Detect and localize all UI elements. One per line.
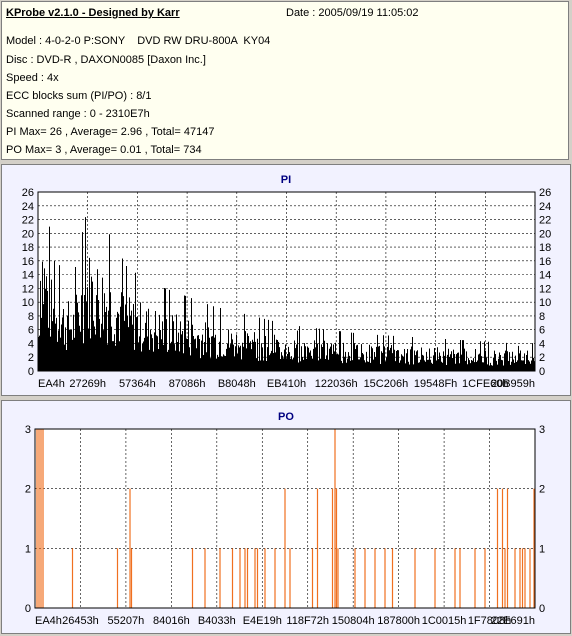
app-title: KProbe v2.1.0 - Designed by Karr bbox=[6, 7, 180, 19]
pi-y-tick-label-right: 12 bbox=[539, 283, 551, 295]
pi-x-tick-label: EB410h bbox=[267, 378, 306, 390]
po-plot-border bbox=[34, 428, 536, 609]
po-y-tick-label-left: 0 bbox=[25, 603, 31, 615]
pi-y-tick-label-right: 16 bbox=[539, 256, 551, 268]
pi-y-tick-label-left: 12 bbox=[22, 283, 34, 295]
pi-y-tick-label-right: 10 bbox=[539, 297, 551, 309]
pi-y-tick-label-left: 14 bbox=[22, 270, 34, 282]
po-y-tick-label-right: 2 bbox=[539, 484, 545, 496]
pi-y-tick-label-right: 22 bbox=[539, 215, 551, 227]
po-y-tick-label-right: 0 bbox=[539, 603, 545, 615]
pi-y-tick-label-left: 6 bbox=[28, 325, 34, 337]
pi-y-tick-label-left: 2 bbox=[28, 352, 34, 364]
po-y-tick-label-right: 3 bbox=[539, 424, 545, 436]
scan-date: Date : 2005/09/19 11:05:02 bbox=[286, 7, 419, 19]
po-x-tick-label: 1C0015h bbox=[422, 615, 467, 627]
pi-x-tick-label: EA4h bbox=[38, 378, 65, 390]
po-chart-title: PO bbox=[278, 411, 294, 423]
pi-y-tick-label-right: 2 bbox=[539, 352, 545, 364]
pi-y-tick-label-right: 14 bbox=[539, 270, 551, 282]
pi-y-tick-label-right: 26 bbox=[539, 187, 551, 199]
pi-y-tick-label-left: 26 bbox=[22, 187, 34, 199]
pi-y-tick-label-left: 4 bbox=[28, 338, 34, 350]
ecc-line: ECC blocks sum (PI/PO) : 8/1 bbox=[6, 90, 152, 102]
pi-x-tick-label: 19548Fh bbox=[414, 378, 457, 390]
pi-y-tick-label-left: 20 bbox=[22, 228, 34, 240]
pi-x-tick-label: 57364h bbox=[119, 378, 156, 390]
po-chart-panel: PO 0 0 1 1 2 2 3 3 EA4h 26453h 55207h 84016h B4033h E… bbox=[1, 400, 571, 634]
po-x-tick-label: 187800h bbox=[377, 615, 420, 627]
po-x-tick-label: 118F72h bbox=[286, 615, 329, 627]
pi-y-tick-label-right: 4 bbox=[539, 338, 545, 350]
po-x-tick-label: E4E19h bbox=[243, 615, 282, 627]
po-chart: 0 0 1 1 2 2 3 3 EA4h 26453h 55207h 84016h B4033h E4E1… bbox=[25, 424, 545, 627]
pi-y-tick-label-right: 24 bbox=[539, 201, 551, 213]
pi-chart-panel: PI 0 0 2 2 4 4 6 6 8 8 10 10 12 12 14 14 16 16 18 18 20 20 22 2… bbox=[1, 164, 571, 396]
pi-y-tick-label-left: 10 bbox=[22, 297, 34, 309]
pi-y-tick-label-right: 8 bbox=[539, 311, 545, 323]
po-x-tick-label: EA4h bbox=[35, 615, 62, 627]
po-x-tick-label: 55207h bbox=[108, 615, 145, 627]
pi-x-tick-label: 87086h bbox=[169, 378, 206, 390]
pi-y-tick-label-right: 20 bbox=[539, 228, 551, 240]
info-panel: KProbe v2.1.0 - Designed by Karr Date : … bbox=[1, 1, 569, 160]
pi-y-tick-label-left: 24 bbox=[22, 201, 34, 213]
pi-x-tick-label: 1CFE60h bbox=[462, 378, 508, 390]
po-x-tick-label: 1F7808h bbox=[468, 615, 511, 627]
pi-x-tick-label: 27269h bbox=[69, 378, 106, 390]
pi-summary-line: PI Max= 26 , Average= 2.96 , Total= 4714… bbox=[6, 126, 215, 138]
pi-plot-border bbox=[37, 191, 536, 372]
pi-y-tick-label-left: 22 bbox=[22, 215, 34, 227]
pi-chart-title: PI bbox=[280, 174, 292, 186]
pi-y-tick-label-left: 8 bbox=[28, 311, 34, 323]
range-line: Scanned range : 0 - 2310E7h bbox=[6, 108, 150, 120]
disc-line: Disc : DVD-R , DAXON0085 [Daxon Inc.] bbox=[6, 54, 206, 66]
pi-x-tick-label: 15C206h bbox=[364, 378, 409, 390]
pi-x-tick-label: 122036h bbox=[315, 378, 358, 390]
pi-y-tick-label-right: 0 bbox=[539, 366, 545, 378]
pi-x-tick-label: 20B959h bbox=[491, 378, 535, 390]
pi-y-tick-label-left: 0 bbox=[28, 366, 34, 378]
pi-y-tick-label-right: 18 bbox=[539, 242, 551, 254]
po-x-tick-label: 150804h bbox=[332, 615, 375, 627]
po-x-tick-label: 26453h bbox=[62, 615, 99, 627]
pi-y-tick-label-left: 16 bbox=[22, 256, 34, 268]
po-summary-line: PO Max= 3 , Average= 0.01 , Total= 734 bbox=[6, 144, 202, 156]
po-x-tick-label: 22E691h bbox=[491, 615, 535, 627]
pi-x-tick-label: B8048h bbox=[218, 378, 256, 390]
pi-y-tick-label-right: 6 bbox=[539, 325, 545, 337]
model-line: Model : 4-0-2-0 P:SONY DVD RW DRU-800A K… bbox=[6, 35, 271, 47]
pi-y-tick-label-left: 18 bbox=[22, 242, 34, 254]
po-x-tick-label: B4033h bbox=[198, 615, 236, 627]
po-y-tick-label-left: 3 bbox=[25, 424, 31, 436]
speed-line: Speed : 4x bbox=[6, 72, 59, 84]
po-x-tick-label: 84016h bbox=[153, 615, 190, 627]
po-y-tick-label-right: 1 bbox=[539, 543, 545, 555]
po-y-tick-label-left: 1 bbox=[25, 543, 31, 555]
po-y-tick-label-left: 2 bbox=[25, 484, 31, 496]
